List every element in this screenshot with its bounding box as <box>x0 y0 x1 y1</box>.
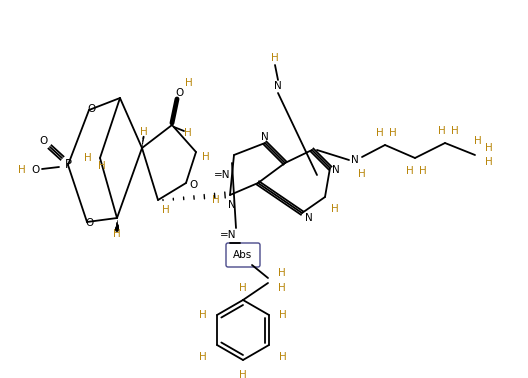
Text: N: N <box>332 165 340 175</box>
Text: H: H <box>278 283 286 293</box>
Text: H: H <box>376 128 384 138</box>
Text: N: N <box>305 213 313 223</box>
Text: N: N <box>351 155 359 165</box>
Text: H: H <box>278 268 286 278</box>
Text: O: O <box>32 165 40 175</box>
Text: N: N <box>228 200 236 210</box>
Text: H: H <box>474 136 482 146</box>
Text: H: H <box>98 161 106 171</box>
Text: N: N <box>261 132 269 142</box>
Text: O: O <box>40 136 48 146</box>
Text: N: N <box>274 81 282 91</box>
Text: =N: =N <box>220 230 236 240</box>
Text: H: H <box>419 166 427 176</box>
Text: P: P <box>64 158 71 172</box>
Text: H: H <box>84 153 92 163</box>
Text: H: H <box>406 166 414 176</box>
Text: O: O <box>88 104 96 114</box>
Text: H: H <box>199 352 207 362</box>
FancyBboxPatch shape <box>226 243 260 267</box>
Text: H: H <box>389 128 397 138</box>
Text: H: H <box>358 169 366 179</box>
Text: H: H <box>140 127 148 137</box>
Text: H: H <box>184 128 192 138</box>
Text: O: O <box>175 88 183 98</box>
Text: H: H <box>202 152 210 162</box>
Text: H: H <box>331 204 339 214</box>
Text: H: H <box>199 310 207 320</box>
Text: H: H <box>185 78 193 88</box>
Text: H: H <box>239 370 247 378</box>
Text: H: H <box>438 126 446 136</box>
Text: O: O <box>190 180 198 190</box>
Text: H: H <box>162 205 170 215</box>
Text: H: H <box>113 229 121 239</box>
Text: H: H <box>279 310 287 320</box>
Text: Abs: Abs <box>233 250 252 260</box>
Text: =N: =N <box>214 170 230 180</box>
Text: H: H <box>271 53 279 63</box>
Text: H: H <box>485 143 493 153</box>
Text: H: H <box>485 157 493 167</box>
Text: H: H <box>239 283 247 293</box>
Text: H: H <box>451 126 459 136</box>
Text: H: H <box>212 195 220 205</box>
Text: H: H <box>279 352 287 362</box>
Text: H: H <box>18 165 26 175</box>
Text: O: O <box>86 218 94 228</box>
